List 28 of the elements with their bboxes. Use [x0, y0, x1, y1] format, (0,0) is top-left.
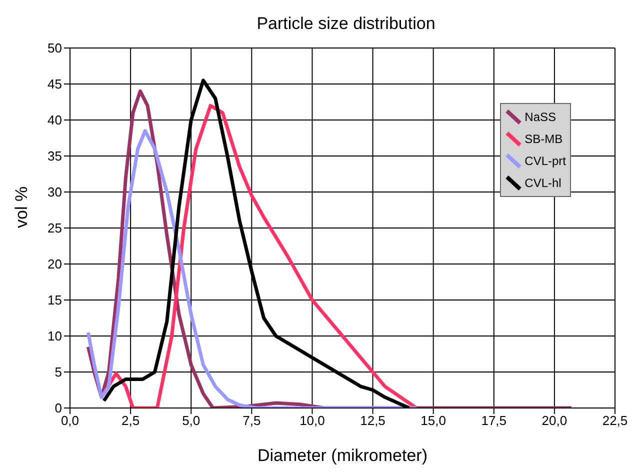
x-tick-label: 20,0 [542, 413, 568, 428]
x-tick-label: 22,5 [602, 413, 628, 428]
y-tick-label: 15 [48, 292, 62, 308]
y-tick-label: 10 [48, 328, 62, 344]
x-tick-label: 10,0 [300, 413, 325, 428]
x-tick-label: 5,0 [182, 413, 200, 428]
legend-label: NaSS [524, 110, 556, 124]
chart-title: Particle size distribution [256, 14, 436, 34]
x-tick-label: 0,0 [60, 413, 80, 428]
x-axis-title: Diameter (mikrometer) [257, 446, 428, 465]
y-tick-label: 20 [48, 256, 62, 272]
y-tick-label: 45 [48, 76, 62, 92]
y-tick-label: 40 [48, 112, 62, 128]
legend-label: SB-MB [524, 132, 563, 146]
x-tick-label: 12,5 [360, 413, 386, 428]
y-tick-label: 35 [48, 148, 62, 164]
y-tick-label: 50 [48, 40, 62, 56]
y-tick-label: 25 [48, 220, 62, 236]
legend-label: CVL-prt [524, 154, 566, 168]
y-axis-title: vol % [12, 186, 32, 228]
x-tick-label: 2,5 [122, 413, 140, 428]
x-tick-label: 17,5 [481, 413, 507, 428]
x-tick-label: 15,0 [420, 413, 446, 428]
y-tick-label: 30 [48, 184, 62, 200]
y-tick-label: 0 [54, 400, 62, 416]
legend-label: CVL-hl [524, 176, 562, 190]
x-tick-label: 7,5 [242, 413, 261, 428]
y-tick-label: 5 [54, 364, 62, 380]
